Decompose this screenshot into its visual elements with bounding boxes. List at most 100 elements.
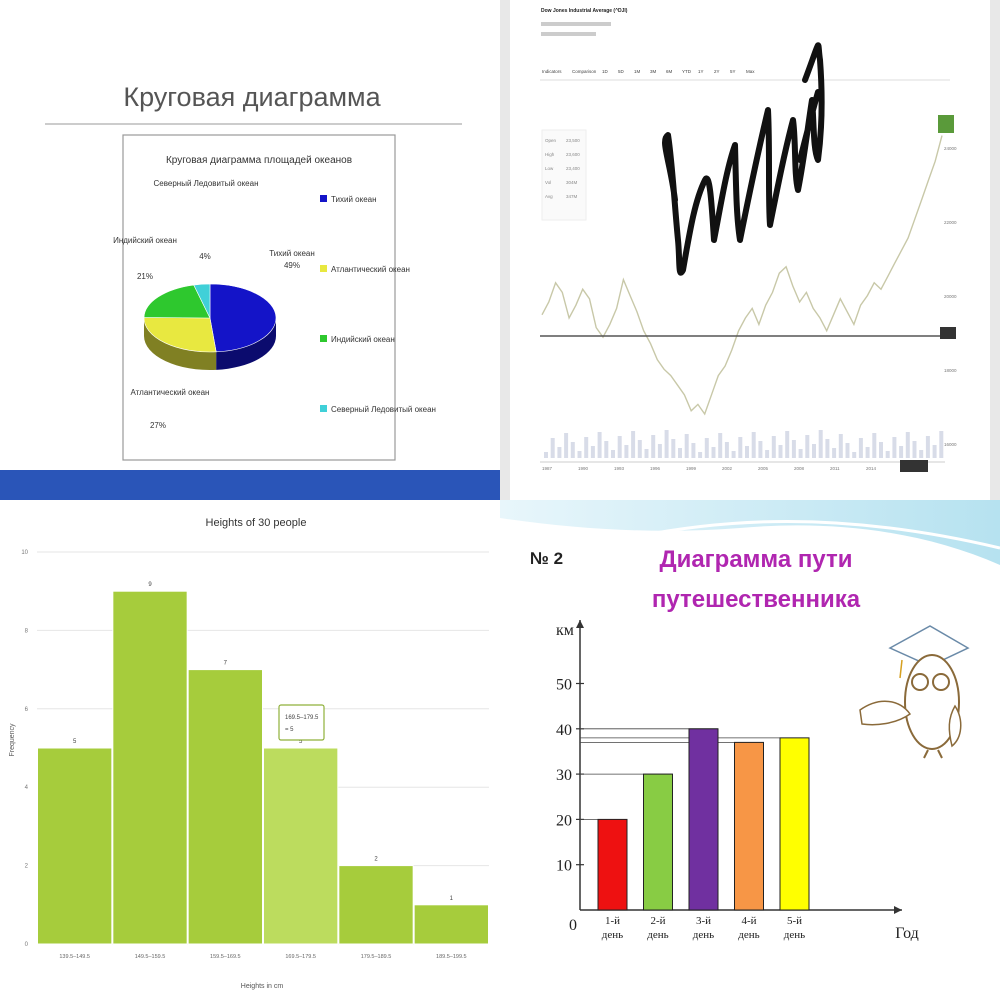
- volume-bar: [905, 432, 910, 458]
- hist-y-tick-label: 10: [21, 550, 28, 556]
- volume-bar: [872, 433, 877, 458]
- stock-right-axis: 24000 22000 20000 18000 16000: [944, 146, 957, 447]
- legend-label-atlantic: Атлантический океан: [331, 265, 410, 274]
- volume-bar: [604, 441, 609, 458]
- volume-bar: [597, 432, 602, 458]
- histogram-y-axis-label: Frequency: [9, 723, 16, 757]
- hist-y-tick-label: 0: [25, 942, 29, 948]
- toolbar-item-1[interactable]: Comparison: [572, 69, 597, 74]
- owl-cap-tassel-icon: [899, 659, 903, 679]
- travel-bar[interactable]: [688, 728, 719, 911]
- volume-bar: [564, 433, 569, 458]
- volume-bar: [544, 452, 548, 458]
- toolbar-item-7[interactable]: YTD: [682, 69, 692, 74]
- toolbar-item-2[interactable]: 1D: [602, 69, 609, 74]
- pie-label-atlantic-name: Атлантический океан: [131, 388, 210, 397]
- volume-bar: [684, 434, 689, 458]
- histogram-bar[interactable]: [112, 590, 188, 945]
- toolbar-item-11[interactable]: Max: [746, 69, 755, 74]
- travel-bar[interactable]: [643, 773, 673, 911]
- stat-value-0: 23,500: [566, 138, 580, 143]
- stock-header-subline-2: [541, 32, 596, 36]
- bottom-axis-label-9: 2014: [866, 466, 877, 471]
- travel-axes: 10 20 30 40 50: [556, 620, 902, 914]
- travel-y-tick-label: 30: [556, 767, 572, 784]
- volume-bar: [912, 441, 917, 458]
- stat-value-2: 23,400: [566, 166, 580, 171]
- right-axis-label-4: 16000: [944, 442, 957, 447]
- volume-bar: [711, 447, 716, 458]
- volume-bar: [637, 440, 642, 458]
- travel-bar[interactable]: [779, 737, 810, 911]
- volume-bar: [651, 435, 656, 458]
- volume-bar: [704, 438, 709, 458]
- toolbar-item-5[interactable]: 3M: [650, 69, 657, 74]
- histogram-bar-value: 7: [224, 661, 228, 667]
- hist-y-tick-label: 4: [25, 785, 29, 791]
- stock-chart-svg: Dow Jones Industrial Average (^DJI) Indi…: [500, 0, 1000, 500]
- pie-slice-3: [193, 283, 211, 319]
- travel-y-tick-label: 50: [556, 677, 572, 694]
- volume-bar: [791, 440, 796, 458]
- volume-bar: [771, 436, 776, 458]
- tooltip-value: = 5: [285, 727, 294, 733]
- stat-value-1: 23,600: [566, 152, 580, 157]
- toolbar-item-9[interactable]: 2Y: [714, 69, 720, 74]
- histogram-bar[interactable]: [187, 669, 264, 945]
- travel-bar[interactable]: [597, 818, 628, 911]
- histogram-bars: 5139.5–149.59149.5–159.57159.5–169.55169…: [37, 582, 489, 960]
- volume-bar: [624, 445, 629, 458]
- legend-swatch-arctic: [320, 405, 327, 412]
- signature-scribble: [662, 42, 825, 276]
- toolbar-item-10[interactable]: 5Y: [730, 69, 736, 74]
- travel-bar[interactable]: [734, 741, 764, 911]
- toolbar-item-4[interactable]: 1M: [634, 69, 641, 74]
- right-axis-label-3: 18000: [944, 368, 957, 373]
- histogram-bar-value: 2: [374, 857, 378, 863]
- owl-right-eye-icon: [932, 673, 950, 691]
- travel-y-tick-label: 40: [556, 722, 572, 739]
- hist-y-tick-label: 8: [25, 628, 29, 634]
- histogram-bar[interactable]: [263, 747, 339, 945]
- volume-bar: [892, 437, 897, 458]
- travel-x-tick-label-word: день: [693, 929, 714, 941]
- volume-bar: [584, 437, 589, 458]
- volume-bar: [550, 438, 555, 458]
- volume-bar: [738, 437, 743, 458]
- stat-value-3: 304M: [566, 180, 578, 185]
- volume-bar: [678, 448, 682, 458]
- pie-legend: Тихий океан Атлантический океан Индийски…: [320, 195, 436, 414]
- volume-bar: [818, 430, 823, 458]
- reference-price-flag: [940, 327, 956, 339]
- stat-label-1: High: [545, 152, 555, 157]
- travel-bars: 1-й день 2-й день 3-й день 4-й день 5-й день: [597, 728, 810, 941]
- toolbar-item-6[interactable]: 6M: [666, 69, 673, 74]
- pie-chart-svg: Круговая диаграмма Круговая диаграмма пл…: [0, 82, 500, 500]
- histogram-bar[interactable]: [338, 865, 414, 945]
- histogram-bar[interactable]: [413, 904, 489, 945]
- scroll-handle[interactable]: [900, 460, 928, 472]
- toolbar-item-8[interactable]: 1Y: [698, 69, 704, 74]
- header-wave-highlight: [619, 520, 1000, 550]
- toolbar-item-0[interactable]: Indicators: [542, 69, 562, 74]
- volume-bar: [805, 435, 810, 458]
- legend-swatch-pacific: [320, 195, 327, 202]
- volume-bar: [577, 451, 582, 458]
- travel-title-line1: Диаграмма пути: [659, 546, 852, 573]
- owl-left-eye-icon: [911, 673, 929, 691]
- toolbar-item-3[interactable]: 5D: [618, 69, 625, 74]
- volume-bar: [845, 443, 850, 458]
- stock-stats-box: Open 23,500 High 23,600 Low 23,400 Vol 304M Avg 3…: [541, 129, 587, 221]
- owl-left-wing-icon: [859, 700, 912, 726]
- histogram-x-tick-label: 139.5–149.5: [59, 954, 90, 960]
- volume-bar: [611, 450, 615, 458]
- volume-bar: [657, 444, 662, 458]
- histogram-bar-value: 1: [450, 896, 454, 902]
- volume-bar: [758, 441, 763, 458]
- histogram-x-tick-label: 149.5–159.5: [135, 954, 166, 960]
- volume-bar: [765, 450, 770, 458]
- histogram-bar[interactable]: [37, 747, 113, 945]
- volume-bar: [778, 445, 783, 458]
- left-edge-strip: [500, 0, 510, 500]
- volume-bar: [919, 450, 924, 458]
